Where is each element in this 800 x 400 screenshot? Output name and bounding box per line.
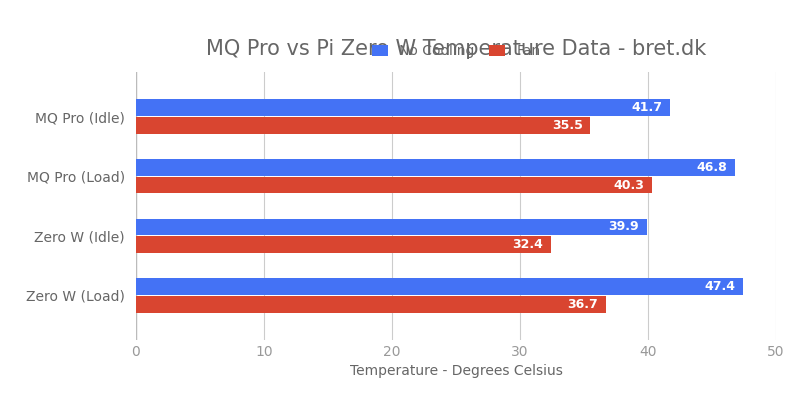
Bar: [136, 278, 742, 295]
Text: 47.4: 47.4: [704, 280, 735, 293]
Bar: [136, 99, 670, 116]
Bar: [136, 236, 550, 253]
Text: 40.3: 40.3: [614, 179, 644, 192]
Text: 39.9: 39.9: [609, 220, 639, 233]
Text: 46.8: 46.8: [697, 161, 727, 174]
Bar: [136, 117, 590, 134]
Bar: [136, 177, 652, 194]
Text: 35.5: 35.5: [552, 119, 582, 132]
Legend: No Cooling, Fan: No Cooling, Fan: [371, 44, 541, 58]
Title: MQ Pro vs Pi Zero W Temperature Data - bret.dk: MQ Pro vs Pi Zero W Temperature Data - b…: [206, 39, 706, 59]
Text: 36.7: 36.7: [567, 298, 598, 311]
Text: 41.7: 41.7: [631, 101, 662, 114]
Bar: [136, 218, 646, 235]
X-axis label: Temperature - Degrees Celsius: Temperature - Degrees Celsius: [350, 364, 562, 378]
Text: 32.4: 32.4: [512, 238, 543, 251]
Bar: [136, 296, 606, 313]
Bar: [136, 159, 735, 176]
